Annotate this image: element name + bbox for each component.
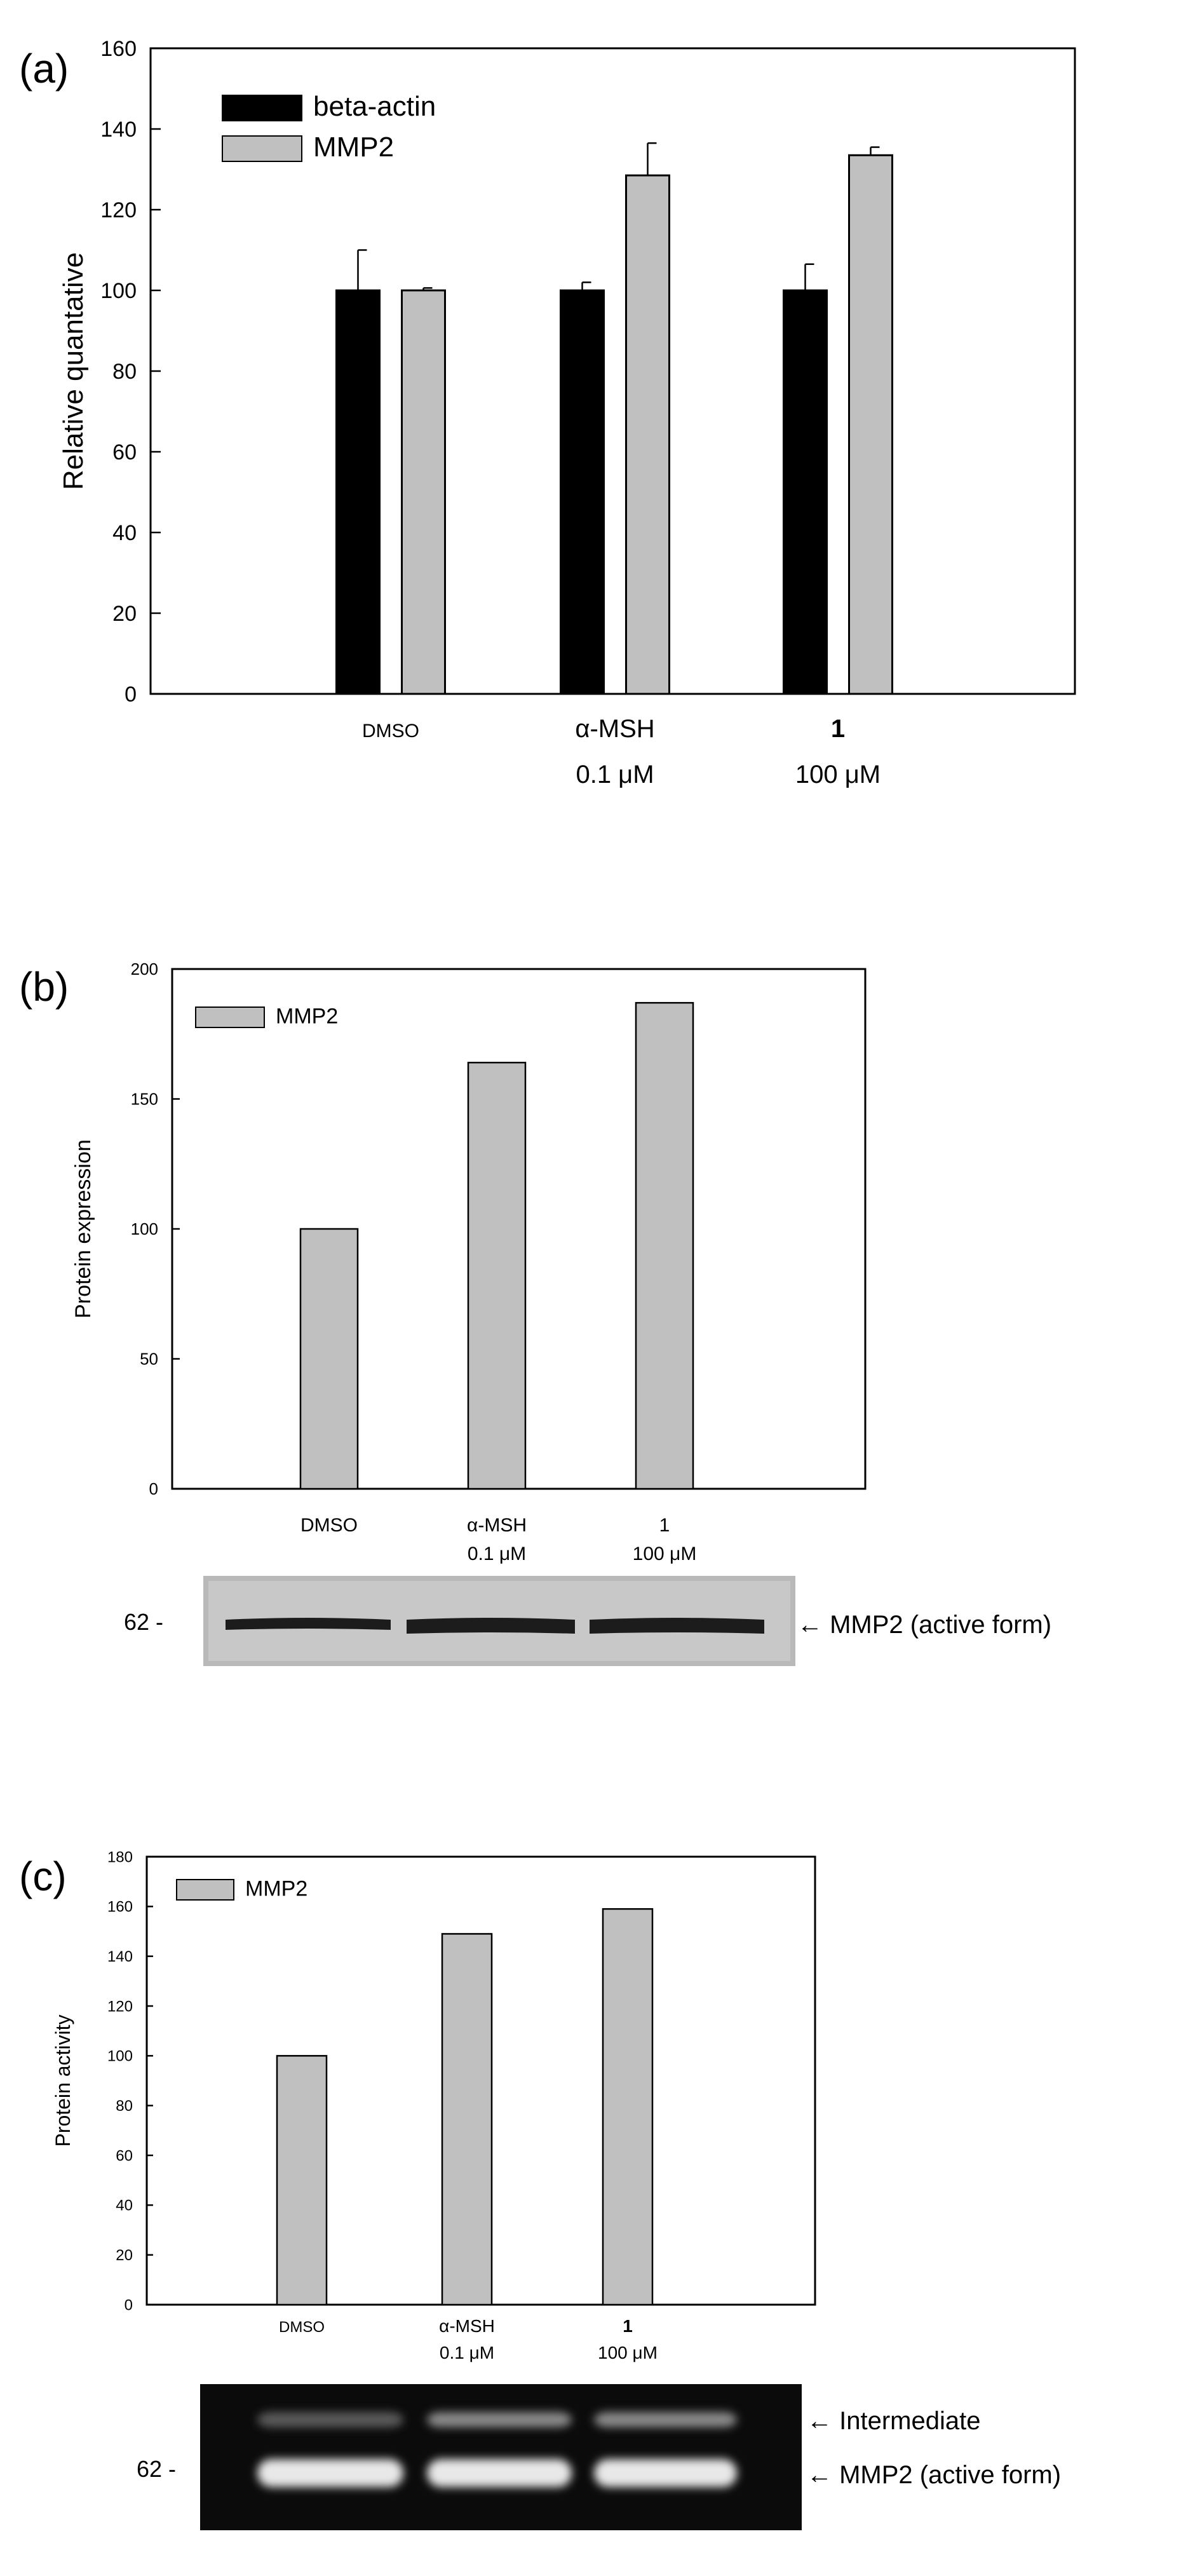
- y-tick-label: 200: [131, 959, 158, 979]
- zymogram-image: [200, 2384, 802, 2530]
- bar-mmp2: [441, 1933, 493, 2306]
- panel-a: (a) 0 20 40 60 80 100 120 140 160 Relative quantat…: [19, 37, 1076, 789]
- panel-letter: (a): [19, 46, 69, 92]
- y-tick-label: 0: [125, 2296, 133, 2314]
- blot-band: [257, 2459, 403, 2487]
- bar-mmp2: [635, 1001, 694, 1490]
- y-tick-label: 100: [100, 279, 137, 303]
- legend-swatch: [176, 1879, 234, 1901]
- y-tick-label: 20: [112, 602, 137, 626]
- x-category-label: DMSO: [279, 2319, 325, 2336]
- y-tick-label: 50: [140, 1350, 158, 1369]
- y-tick-label: 180: [107, 1848, 133, 1866]
- y-tick-label: 60: [116, 2147, 133, 2164]
- bar-beta-actin: [335, 289, 381, 695]
- mw-marker-label: 62 -: [137, 2456, 176, 2482]
- y-axis-label: Protein activity: [51, 2014, 74, 2146]
- blot-band: [590, 1618, 764, 1634]
- bar-mmp2: [602, 1908, 654, 2306]
- y-tick-label: 80: [116, 2098, 133, 2115]
- panel-c: (c) 0 20 40 60 80 100 120 140 160 180 Protein activ…: [19, 1848, 1061, 2530]
- y-tick-label: 20: [116, 2247, 133, 2264]
- mw-marker-label: 62 -: [124, 1609, 163, 1635]
- x-category-label: DMSO: [300, 1515, 358, 1536]
- x-category-label: α-MSH: [467, 1515, 527, 1536]
- legend-swatch: [195, 1007, 265, 1028]
- y-tick-label: 0: [149, 1479, 158, 1498]
- y-tick-label: 120: [107, 1998, 133, 2015]
- y-tick-label: 80: [112, 360, 137, 384]
- x-category-label: DMSO: [362, 721, 419, 742]
- blot-band: [226, 1618, 391, 1630]
- blot-background: [200, 2384, 802, 2530]
- legend-entry: MMP2: [276, 1005, 338, 1029]
- band-label: ← Intermediate: [807, 2407, 980, 2435]
- y-tick-label: 100: [131, 1219, 158, 1238]
- band-label: ← MMP2 (active form): [797, 1611, 1051, 1639]
- legend-entry: MMP2: [245, 1877, 307, 1901]
- x-category-label: 1: [659, 1515, 670, 1536]
- bar-mmp2: [299, 1228, 359, 1490]
- legend-swatch: [222, 95, 302, 121]
- blot-band: [427, 2459, 572, 2487]
- bar-beta-actin: [560, 289, 605, 695]
- y-tick-label: 60: [112, 440, 137, 464]
- x-category-label: 1: [831, 715, 845, 743]
- panel-letter: (c): [19, 1854, 67, 1899]
- blot-band: [407, 1618, 575, 1634]
- x-category-label: 0.1 μM: [576, 761, 654, 789]
- x-category-label: 100 μM: [598, 2343, 658, 2362]
- y-tick-label: 0: [125, 682, 137, 707]
- blot-band: [594, 2459, 737, 2487]
- blot-band: [257, 2412, 403, 2427]
- panel-b: (b) 0 50 100 150 200 Protein expression DMSO α-M…: [19, 959, 1051, 1666]
- x-category-label: 0.1 μM: [468, 1543, 526, 1564]
- y-tick-label: 40: [116, 2197, 133, 2214]
- legend-swatch: [222, 135, 302, 162]
- legend-entry: beta-actin: [313, 91, 436, 122]
- western-blot-image: [203, 1576, 795, 1666]
- bar-mmp2: [401, 289, 446, 695]
- x-category-label: 100 μM: [633, 1543, 697, 1564]
- y-tick-label: 40: [112, 521, 137, 545]
- blot-band: [594, 2412, 737, 2427]
- bar-mmp2: [467, 1061, 527, 1490]
- bar-beta-actin: [783, 289, 828, 695]
- y-tick-label: 160: [107, 1899, 133, 1916]
- x-category-label: 1: [623, 2316, 633, 2336]
- y-tick-label: 100: [107, 2048, 133, 2065]
- blot-band: [427, 2412, 572, 2427]
- band-label: ← MMP2 (active form): [807, 2461, 1061, 2489]
- x-category-label: α-MSH: [575, 715, 654, 743]
- y-tick-label: 120: [100, 198, 137, 222]
- bar-mmp2: [625, 174, 670, 695]
- legend-entry: MMP2: [313, 132, 394, 163]
- panel-letter: (b): [19, 964, 69, 1010]
- y-axis-label: Protein expression: [71, 1139, 95, 1319]
- bar-mmp2: [848, 154, 893, 695]
- y-tick-label: 140: [107, 1948, 133, 1965]
- y-tick-label: 150: [131, 1090, 158, 1109]
- bar-mmp2: [276, 2055, 328, 2306]
- x-category-label: 100 μM: [795, 761, 881, 789]
- x-category-label: 0.1 μM: [440, 2343, 494, 2362]
- x-category-label: α-MSH: [439, 2316, 495, 2336]
- y-tick-label: 160: [100, 37, 137, 61]
- y-tick-label: 140: [100, 118, 137, 142]
- y-axis-label: Relative quantative: [58, 252, 89, 490]
